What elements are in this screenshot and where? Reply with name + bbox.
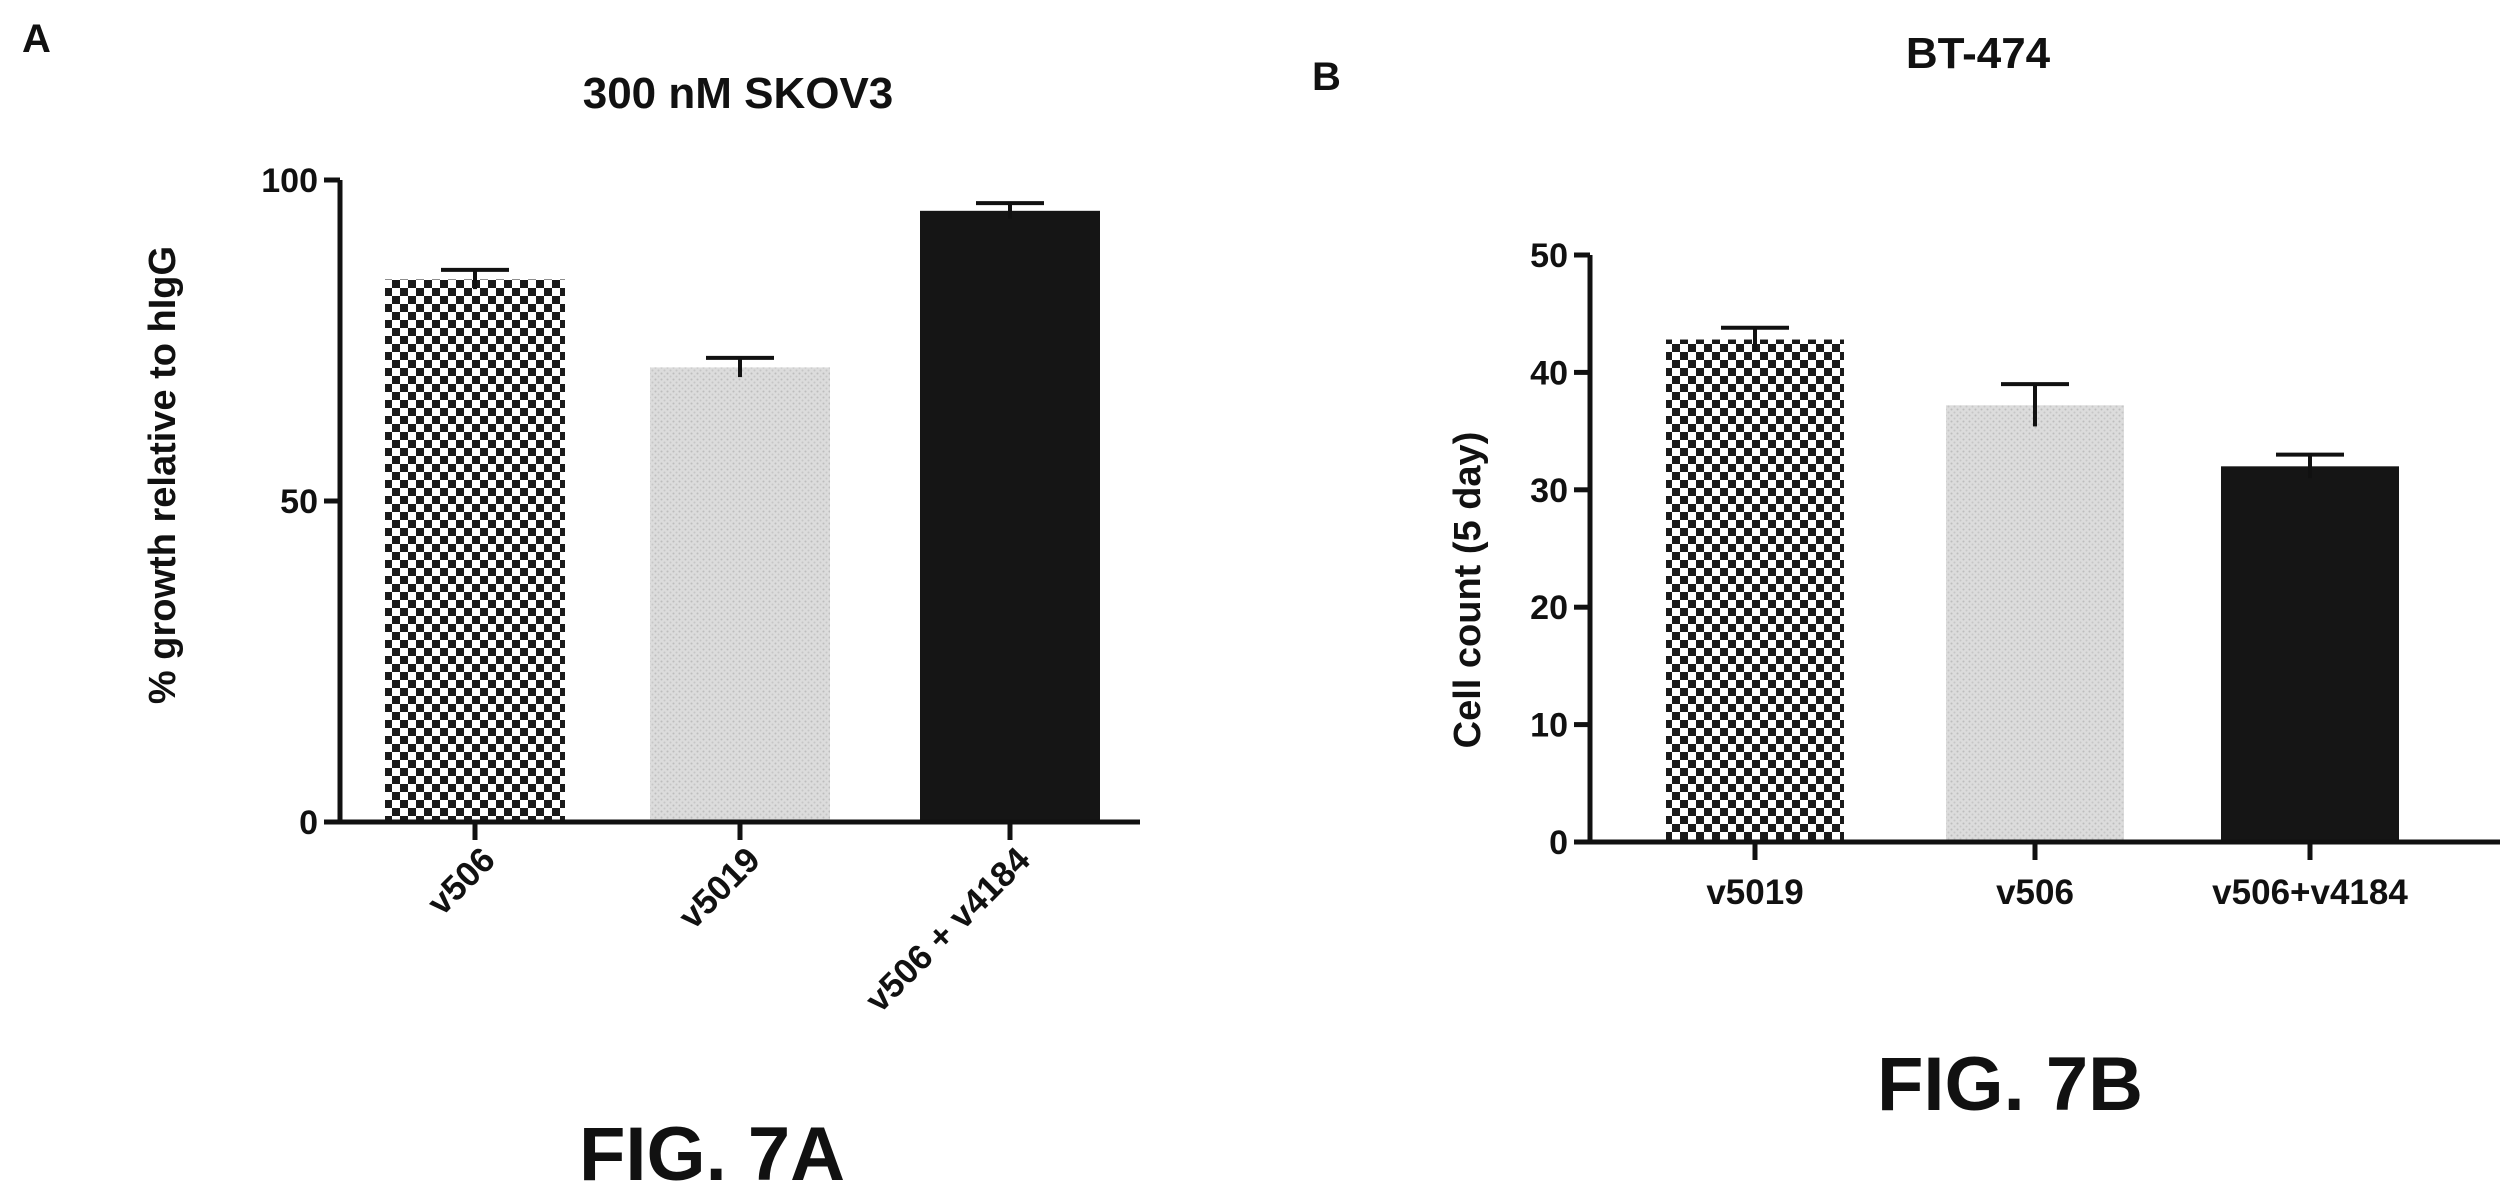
y-axis-title-b: Cell count (5 day) <box>1447 432 1489 749</box>
chart-title-a: 300 nM SKOV3 <box>583 69 894 118</box>
bar-v506 <box>1946 405 2124 842</box>
figure-label-b: FIG. 7B <box>1877 1042 2143 1127</box>
x-tick-label: v506 <box>420 840 503 923</box>
x-tick-label: v506 <box>1996 873 2074 912</box>
panel-letter-a: A <box>22 17 51 61</box>
chart-title-b: BT-474 <box>1906 29 2051 78</box>
x-tick-label: v5019 <box>671 840 767 936</box>
x-axis-ticks-b: v5019 v506 v506+v4184 <box>1706 842 2408 912</box>
chart-panel-a: A 300 nM SKOV3 % growth relative to hIgG… <box>22 17 1140 1197</box>
y-axis-ticks-b: 0 10 20 30 40 50 <box>1530 237 1590 862</box>
figure-label-a: FIG. 7A <box>579 1112 845 1197</box>
bar-v506-v4184 <box>920 210 1100 823</box>
y-tick-label: 50 <box>1530 237 1568 275</box>
bar-v506-v4184 <box>2221 466 2399 842</box>
bar-v506 <box>385 279 565 822</box>
y-tick-label: 0 <box>1549 824 1568 862</box>
x-tick-label: v5019 <box>1706 873 1803 912</box>
y-axis-ticks-a: 0 50 100 <box>261 162 340 842</box>
bar-v5019 <box>650 367 830 822</box>
y-axis-title-a: % growth relative to hIgG <box>142 246 184 704</box>
bars-a <box>385 210 1100 823</box>
error-bars-a <box>441 201 1044 378</box>
y-tick-label: 10 <box>1530 707 1568 745</box>
y-tick-label: 50 <box>280 483 318 521</box>
y-tick-label: 40 <box>1530 354 1568 392</box>
y-tick-label: 0 <box>299 804 318 842</box>
bar-v5019 <box>1666 339 1844 842</box>
error-bars-b <box>1721 325 2344 479</box>
chart-panel-b: B BT-474 Cell count (5 day) 01020304050 … <box>1312 29 2500 1127</box>
x-axis-ticks-a: v506 v5019 v506 + v4184 <box>420 822 1038 1020</box>
bars-b <box>1666 339 2399 842</box>
y-tick-label: 20 <box>1530 589 1568 627</box>
y-tick-label: 30 <box>1530 472 1568 510</box>
y-tick-label: 100 <box>261 162 318 200</box>
panel-letter-b: B <box>1312 55 1341 99</box>
x-tick-label: v506+v4184 <box>2212 873 2408 912</box>
x-tick-label: v506 + v4184 <box>858 840 1038 1020</box>
